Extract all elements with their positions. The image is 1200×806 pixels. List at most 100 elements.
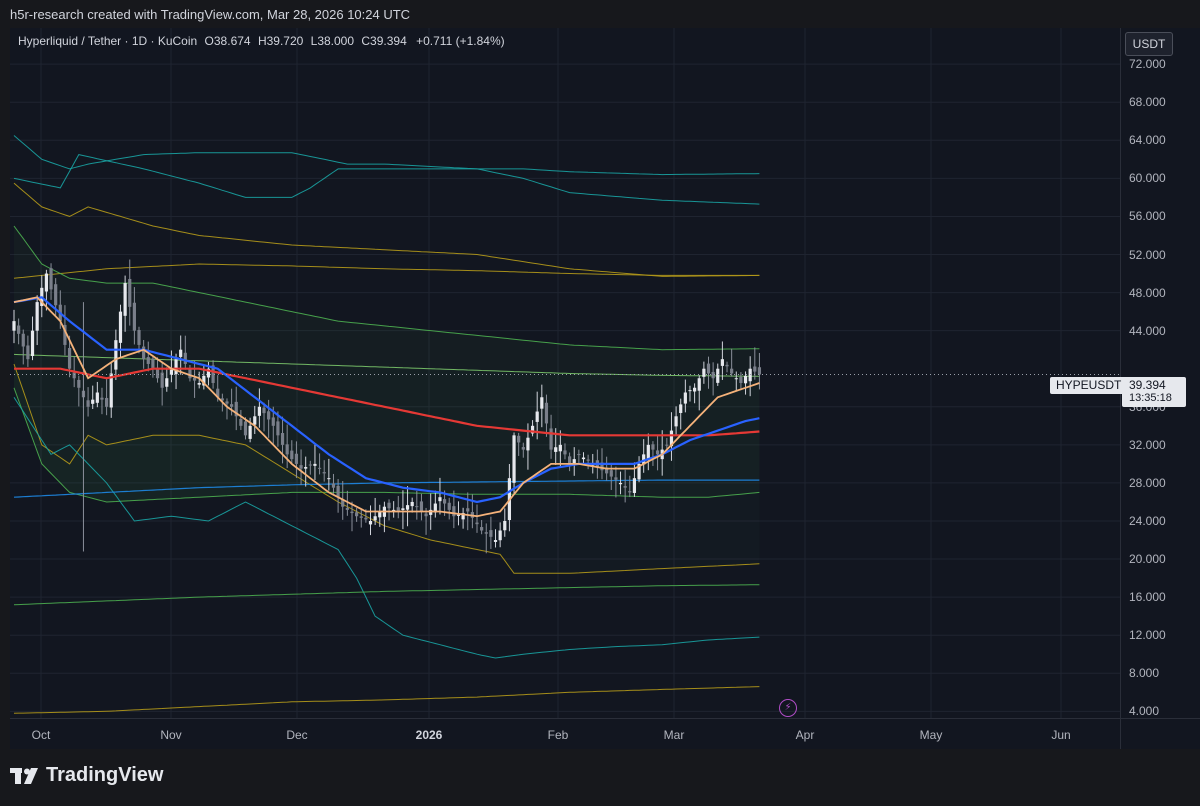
band-line-olive-l2 [13, 686, 760, 714]
candle-body [438, 497, 442, 502]
symbol-price-tag: HYPEUSDT [1050, 377, 1128, 394]
candle-body [243, 421, 248, 436]
candle-body [30, 330, 35, 356]
price-tick-label: 4.000 [1129, 704, 1160, 719]
legend-open: O38.674 [204, 34, 251, 48]
candle-body [674, 416, 678, 427]
candle-body [100, 397, 104, 400]
ema-fast-line [13, 296, 760, 518]
band-line-teal-u1 [13, 135, 760, 176]
candle-body [123, 283, 127, 316]
candle-body [632, 478, 637, 493]
candle-body [716, 368, 720, 383]
candle-body [475, 522, 479, 525]
band-line-olive-u1 [13, 182, 760, 277]
candle-body [734, 378, 738, 380]
candle-body [257, 406, 261, 416]
candle-body [720, 359, 724, 366]
candle-body [105, 397, 109, 407]
candle-body [563, 450, 567, 455]
candle-body [730, 368, 734, 374]
candle-body [549, 428, 553, 450]
last-price-tag: 39.394 13:35:18 [1122, 377, 1186, 407]
candle-body [267, 411, 271, 420]
price-tick-label: 28.000 [1129, 475, 1166, 490]
chart-canvas[interactable] [10, 28, 1120, 718]
candle-body [554, 447, 558, 452]
candle-body [169, 368, 174, 375]
price-tick-label: 68.000 [1129, 95, 1166, 110]
candle-body [211, 365, 215, 383]
price-tick-label: 56.000 [1129, 209, 1166, 224]
band-line-green-l2 [13, 584, 760, 606]
candle-body [419, 501, 424, 512]
last-price-value: 39.394 [1129, 378, 1166, 392]
candle-body [206, 368, 211, 378]
candle-body [706, 363, 711, 374]
ema-slow-line [14, 367, 760, 437]
candle-body [605, 467, 609, 474]
candle-body [517, 435, 521, 443]
candle-body [540, 397, 544, 409]
candle-body [63, 324, 67, 345]
candle-body [142, 346, 146, 360]
candle-body [503, 520, 507, 531]
candle-body [304, 467, 308, 469]
candle-body [109, 373, 113, 408]
time-tick-label: May [919, 728, 943, 742]
candle-body [364, 517, 368, 520]
candle-body [679, 404, 683, 413]
tradingview-logo: TradingView [10, 764, 163, 787]
time-axis[interactable] [10, 718, 1120, 749]
candle-body [618, 482, 623, 485]
price-tick-label: 52.000 [1129, 247, 1166, 262]
symbol-legend: Hyperliquid / Tether · 1D · KuCoin O38.6… [18, 34, 505, 48]
candle-body [317, 467, 322, 469]
time-tick-label: 2026 [415, 728, 443, 742]
candle-body [331, 483, 336, 488]
candle-body [558, 444, 562, 452]
band-line-green-u1 [13, 225, 760, 351]
time-tick-label: Feb [547, 728, 569, 742]
candle-body [512, 435, 516, 483]
candle-body [86, 400, 90, 407]
candle-body [294, 453, 299, 464]
legend-change: +0.711 (+1.84%) [416, 34, 505, 48]
candle-body [456, 514, 461, 516]
currency-button[interactable]: USDT [1125, 32, 1173, 56]
time-tick-label: Nov [160, 728, 182, 742]
candle-body [280, 433, 285, 445]
legend-symbol[interactable]: Hyperliquid / Tether · 1D · KuCoin [18, 34, 198, 48]
candle-body [17, 325, 21, 334]
legend-low: L38.000 [310, 34, 355, 48]
candle-body [192, 377, 197, 381]
band-fill-upper [14, 226, 760, 377]
lightning-icon[interactable]: ⚡ [779, 699, 797, 717]
candle-body [114, 340, 118, 370]
candle-body [341, 499, 345, 507]
price-tick-label: 24.000 [1129, 513, 1166, 528]
candle-body [225, 401, 229, 404]
candle-body [160, 372, 164, 388]
band-line-olive-u2 [13, 263, 760, 279]
candle-body [234, 401, 238, 417]
attribution-text: h5r-research created with TradingView.co… [10, 7, 411, 22]
candle-body [350, 511, 354, 514]
candle-body [77, 379, 81, 388]
candle-body [174, 359, 178, 375]
candle-body [401, 508, 405, 511]
candle-body [253, 416, 257, 425]
candle-body [271, 417, 275, 426]
candle-body [572, 459, 576, 464]
candle-body [35, 302, 39, 331]
candle-body [183, 352, 187, 364]
candle-body [387, 502, 391, 509]
price-axis[interactable] [1120, 28, 1200, 718]
price-tick-label: 16.000 [1129, 590, 1166, 605]
candle-body [67, 347, 72, 369]
candle-body [480, 527, 484, 531]
ema-mid-line [13, 296, 760, 504]
candle-body [637, 463, 641, 480]
candle-body [95, 392, 99, 403]
candle-body [239, 418, 243, 426]
